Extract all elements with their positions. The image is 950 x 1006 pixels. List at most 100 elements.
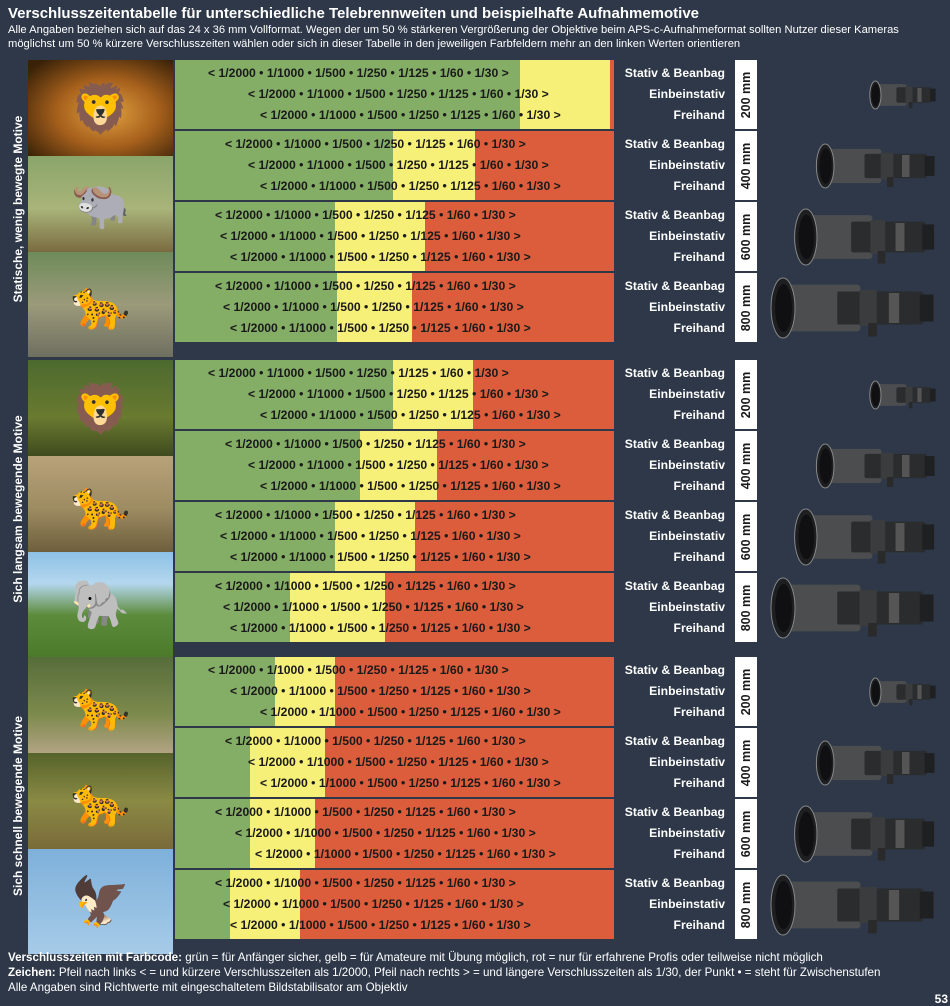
- shutter-speed-row: < 1/2000 • 1/1000 • 1/500 • 1/250 • 1/12…: [175, 802, 614, 823]
- shutter-speed-text: < 1/2000 • 1/1000 • 1/500 • 1/250 • 1/12…: [215, 579, 516, 593]
- shutter-speed-text: < 1/2000 • 1/1000 • 1/500 • 1/250 • 1/12…: [230, 550, 531, 564]
- color-bar: [175, 870, 614, 939]
- color-bar: [175, 657, 614, 726]
- lens-600mm-icon: [794, 208, 935, 265]
- shutter-speed-text: < 1/2000 • 1/1000 • 1/500 • 1/250 • 1/12…: [225, 734, 526, 748]
- focal-length-box: 800 mm: [735, 273, 757, 342]
- leopard-walking-photo: 🐆: [28, 456, 173, 552]
- focal-length-box: 600 mm: [735, 202, 757, 271]
- color-segment-green: [175, 360, 393, 429]
- support-monopod-label: Einbeinstativ: [649, 458, 725, 472]
- color-segment-green: [175, 202, 335, 271]
- shutter-speed-row: < 1/2000 • 1/1000 • 1/500 • 1/250 • 1/12…: [175, 318, 614, 339]
- color-segment-green: [175, 431, 360, 500]
- shutter-speed-text: < 1/2000 • 1/1000 • 1/500 • 1/250 • 1/12…: [215, 876, 516, 890]
- shutter-speed-text: < 1/2000 • 1/1000 • 1/500 • 1/250 • 1/12…: [248, 458, 549, 472]
- support-labels: Stativ & Beanbag Einbeinstativ Freihand: [614, 573, 733, 642]
- lens-image-box: [759, 131, 942, 200]
- motif-photos: 🦁 🐆 🐘: [28, 360, 173, 657]
- support-monopod-label: Einbeinstativ: [649, 300, 725, 314]
- shutter-speed-row: < 1/2000 • 1/1000 • 1/500 • 1/250 • 1/12…: [175, 134, 614, 155]
- lens-200mm-icon: [869, 380, 936, 409]
- support-tripod-label: Stativ & Beanbag: [624, 437, 725, 451]
- color-segment-yellow: [360, 431, 437, 500]
- color-segment-red: [473, 360, 614, 429]
- color-bar: [175, 431, 614, 500]
- shutter-speed-row: < 1/2000 • 1/1000 • 1/500 • 1/250 • 1/12…: [175, 576, 614, 597]
- lens-image-box: [759, 799, 942, 868]
- support-labels: Stativ & Beanbag Einbeinstativ Freihand: [614, 431, 733, 500]
- motif-group-label-column: Sich schnell bewegende Motive: [8, 657, 28, 954]
- support-tripod-label: Stativ & Beanbag: [624, 508, 725, 522]
- legend: Verschlusszeiten mit Farbcode: grün = fü…: [8, 950, 946, 995]
- support-monopod-label: Einbeinstativ: [649, 684, 725, 698]
- support-handheld-label: Freihand: [673, 705, 725, 719]
- page-subtitle: Alle Angaben beziehen sich auf das 24 x …: [8, 24, 899, 50]
- support-tripod-label: Stativ & Beanbag: [624, 805, 725, 819]
- support-tripod-label: Stativ & Beanbag: [624, 663, 725, 677]
- support-labels: Stativ & Beanbag Einbeinstativ Freihand: [614, 131, 733, 200]
- support-labels: Stativ & Beanbag Einbeinstativ Freihand: [614, 870, 733, 939]
- page-number: 53: [934, 992, 948, 1006]
- support-labels: Stativ & Beanbag Einbeinstativ Freihand: [614, 657, 733, 726]
- shutter-speed-text: < 1/2000 • 1/1000 • 1/500 • 1/250 • 1/12…: [260, 705, 561, 719]
- shutter-speed-text: < 1/2000 • 1/1000 • 1/500 • 1/250 • 1/12…: [215, 279, 516, 293]
- shutter-speed-row: < 1/2000 • 1/1000 • 1/500 • 1/250 • 1/12…: [175, 660, 614, 681]
- color-segment-green: [175, 870, 230, 939]
- motif-group-label: Sich schnell bewegende Motive: [11, 715, 25, 896]
- support-tripod-label: Stativ & Beanbag: [624, 579, 725, 593]
- shutter-speed-text: < 1/2000 • 1/1000 • 1/500 • 1/250 • 1/12…: [248, 387, 549, 401]
- focal-length-box: 200 mm: [735, 657, 757, 726]
- focal-length-block: < 1/2000 • 1/1000 • 1/500 • 1/250 • 1/12…: [175, 573, 942, 642]
- page-title: Verschlusszeitentabelle für unterschiedl…: [8, 5, 700, 22]
- focal-length-block: < 1/2000 • 1/1000 • 1/500 • 1/250 • 1/12…: [175, 502, 942, 571]
- support-handheld-label: Freihand: [673, 321, 725, 335]
- color-segment-red: [385, 573, 614, 642]
- shutter-speed-row: < 1/2000 • 1/1000 • 1/500 • 1/250 • 1/12…: [175, 618, 614, 639]
- focal-length-box: 800 mm: [735, 870, 757, 939]
- shutter-speed-row: < 1/2000 • 1/1000 • 1/500 • 1/250 • 1/12…: [175, 823, 614, 844]
- shutter-speed-row: < 1/2000 • 1/1000 • 1/500 • 1/250 • 1/12…: [175, 873, 614, 894]
- support-tripod-label: Stativ & Beanbag: [624, 279, 725, 293]
- lens-image-box: [759, 502, 942, 571]
- lens-600mm-icon: [794, 805, 935, 862]
- focal-length-block: < 1/2000 • 1/1000 • 1/500 • 1/250 • 1/12…: [175, 870, 942, 939]
- support-monopod-label: Einbeinstativ: [649, 229, 725, 243]
- color-bar: [175, 728, 614, 797]
- focal-length-box: 600 mm: [735, 502, 757, 571]
- support-monopod-label: Einbeinstativ: [649, 826, 725, 840]
- shutter-speed-row: < 1/2000 • 1/1000 • 1/500 • 1/250 • 1/12…: [175, 363, 614, 384]
- shutter-speed-text: < 1/2000 • 1/1000 • 1/500 • 1/250 • 1/12…: [220, 529, 521, 543]
- lens-400mm-icon: [815, 143, 935, 188]
- color-segment-yellow: [275, 657, 335, 726]
- shutter-speed-text: < 1/2000 • 1/1000 • 1/500 • 1/250 • 1/12…: [230, 918, 531, 932]
- focal-length-label: 200 mm: [739, 668, 753, 715]
- shutter-speed-text: < 1/2000 • 1/1000 • 1/500 • 1/250 • 1/12…: [208, 366, 509, 380]
- support-labels: Stativ & Beanbag Einbeinstativ Freihand: [614, 202, 733, 271]
- focal-length-block: < 1/2000 • 1/1000 • 1/500 • 1/250 • 1/12…: [175, 431, 942, 500]
- support-handheld-label: Freihand: [673, 918, 725, 932]
- color-segment-green: [175, 131, 393, 200]
- color-bar: [175, 573, 614, 642]
- shutter-speed-row: < 1/2000 • 1/1000 • 1/500 • 1/250 • 1/12…: [175, 155, 614, 176]
- color-segment-red: [300, 870, 614, 939]
- focal-length-label: 400 mm: [739, 739, 753, 786]
- lens-400mm-icon: [815, 443, 935, 488]
- shutter-speed-row: < 1/2000 • 1/1000 • 1/500 • 1/250 • 1/12…: [175, 176, 614, 197]
- lens-image-box: [759, 202, 942, 271]
- support-labels: Stativ & Beanbag Einbeinstativ Freihand: [614, 273, 733, 342]
- color-segment-red: [415, 502, 614, 571]
- support-handheld-label: Freihand: [673, 108, 725, 122]
- focal-length-label: 200 mm: [739, 371, 753, 418]
- color-segment-yellow: [335, 502, 415, 571]
- color-segment-red: [335, 657, 614, 726]
- shutter-speed-row: < 1/2000 • 1/1000 • 1/500 • 1/250 • 1/12…: [175, 276, 614, 297]
- shutter-speed-row: < 1/2000 • 1/1000 • 1/500 • 1/250 • 1/12…: [175, 681, 614, 702]
- support-tripod-label: Stativ & Beanbag: [624, 734, 725, 748]
- shutter-speed-row: < 1/2000 • 1/1000 • 1/500 • 1/250 • 1/12…: [175, 526, 614, 547]
- color-segment-yellow: [290, 573, 385, 642]
- shutter-speed-text: < 1/2000 • 1/1000 • 1/500 • 1/250 • 1/12…: [260, 479, 561, 493]
- color-segment-red: [610, 60, 614, 129]
- focal-length-block: < 1/2000 • 1/1000 • 1/500 • 1/250 • 1/12…: [175, 657, 942, 726]
- focal-length-block: < 1/2000 • 1/1000 • 1/500 • 1/250 • 1/12…: [175, 799, 942, 868]
